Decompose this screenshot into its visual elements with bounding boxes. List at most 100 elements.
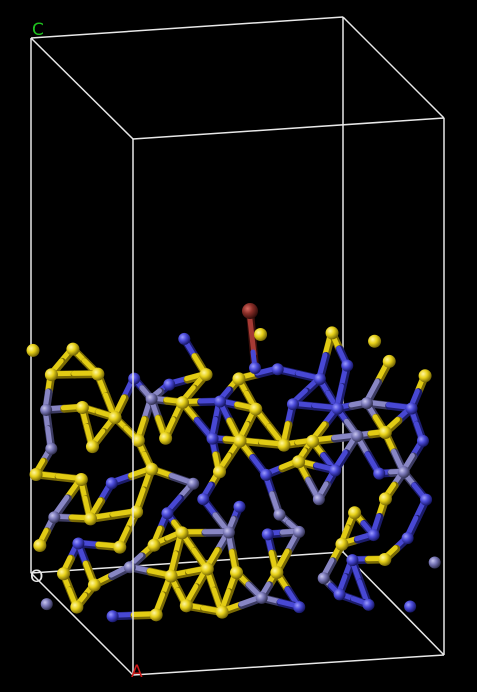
blue-atom [105, 477, 118, 490]
axis-label-a: A [131, 662, 143, 682]
yellow-atom [131, 433, 145, 447]
blue-atom [293, 601, 306, 614]
yellow-atom [254, 328, 268, 342]
adsorbate-atom [242, 303, 258, 319]
yellow-atom [213, 465, 227, 479]
yellow-atom [378, 492, 392, 506]
yellow-atom [26, 343, 40, 357]
yellow-atom [175, 526, 189, 540]
slate-atom [351, 430, 364, 443]
blue-atom [401, 532, 414, 545]
blue-atom [333, 588, 346, 601]
blue-atom [271, 363, 284, 376]
yellow-atom [348, 506, 362, 520]
yellow-atom [113, 540, 127, 554]
yellow-atom [277, 438, 291, 452]
yellow-atom [87, 578, 101, 592]
slate-atom [360, 397, 373, 410]
slate-atom [123, 561, 136, 574]
blue-atom [206, 432, 219, 445]
slate-atom [40, 598, 53, 611]
slate-atom [317, 572, 330, 585]
blue-atom [331, 402, 344, 415]
slate-atom [397, 466, 410, 479]
blue-atom [420, 493, 433, 506]
blue-atom [329, 464, 342, 477]
yellow-atom [149, 608, 163, 622]
slate-atom [48, 511, 61, 524]
yellow-atom [418, 369, 432, 383]
yellow-atom [44, 368, 58, 382]
blue-atom [178, 332, 191, 345]
blue-atom [249, 362, 261, 374]
yellow-atom [292, 455, 306, 469]
blue-atom [405, 402, 418, 415]
yellow-atom [145, 462, 159, 476]
yellow-atom [147, 538, 161, 552]
slate-atom [312, 493, 325, 506]
blue-atom [286, 398, 299, 411]
slate-atom [40, 403, 53, 416]
yellow-atom [159, 431, 173, 445]
blue-atom [128, 372, 141, 385]
yellow-atom [230, 566, 244, 580]
blue-atom [313, 373, 326, 386]
yellow-atom [57, 567, 71, 581]
blue-atom [161, 507, 174, 520]
yellow-atom [215, 605, 229, 619]
slate-atom [145, 392, 158, 405]
blue-atom [416, 434, 429, 447]
yellow-atom [74, 472, 88, 486]
yellow-atom [108, 411, 122, 425]
yellow-atom [75, 401, 89, 415]
blue-atom [362, 598, 375, 611]
blue-atom [404, 600, 417, 613]
blue-atom [341, 359, 354, 372]
blue-atom [163, 378, 176, 391]
yellow-atom [66, 342, 80, 356]
yellow-atom [378, 426, 392, 440]
blue-atom [373, 467, 386, 480]
atomic-slab [26, 303, 441, 623]
yellow-atom [325, 326, 339, 340]
yellow-atom [179, 599, 193, 613]
yellow-atom [233, 434, 247, 448]
blue-atom [72, 537, 85, 550]
yellow-atom [270, 566, 284, 580]
yellow-atom [249, 402, 263, 416]
blue-atom [197, 493, 210, 506]
yellow-atom [83, 512, 97, 526]
blue-atom [233, 500, 246, 513]
yellow-atom [199, 368, 213, 382]
blue-atom [346, 554, 359, 567]
blue-atom [367, 529, 380, 542]
yellow-atom [175, 396, 189, 410]
unit-cell-front-edges [30, 37, 445, 676]
slate-atom [273, 508, 286, 521]
slate-atom [255, 591, 268, 604]
blue-atom [106, 610, 119, 623]
slate-atom [293, 525, 306, 538]
yellow-atom [306, 434, 320, 448]
slate-atom [45, 442, 58, 455]
yellow-atom [33, 538, 47, 552]
yellow-atom [200, 562, 214, 576]
blue-atom [261, 528, 274, 541]
axis-label-o: O [30, 567, 43, 587]
slate-atom [428, 556, 441, 569]
slate-atom [222, 526, 235, 539]
yellow-atom [335, 537, 349, 551]
blue-atom [260, 468, 273, 481]
yellow-atom [232, 372, 246, 386]
yellow-atom [378, 552, 392, 566]
yellow-atom [91, 367, 105, 381]
yellow-atom [85, 440, 99, 454]
yellow-atom [130, 505, 144, 519]
slate-atom [187, 477, 200, 490]
blue-atom [214, 395, 227, 408]
yellow-atom [368, 334, 382, 348]
axis-label-c: C [32, 20, 44, 40]
yellow-atom [29, 468, 43, 482]
yellow-atom [164, 569, 178, 583]
